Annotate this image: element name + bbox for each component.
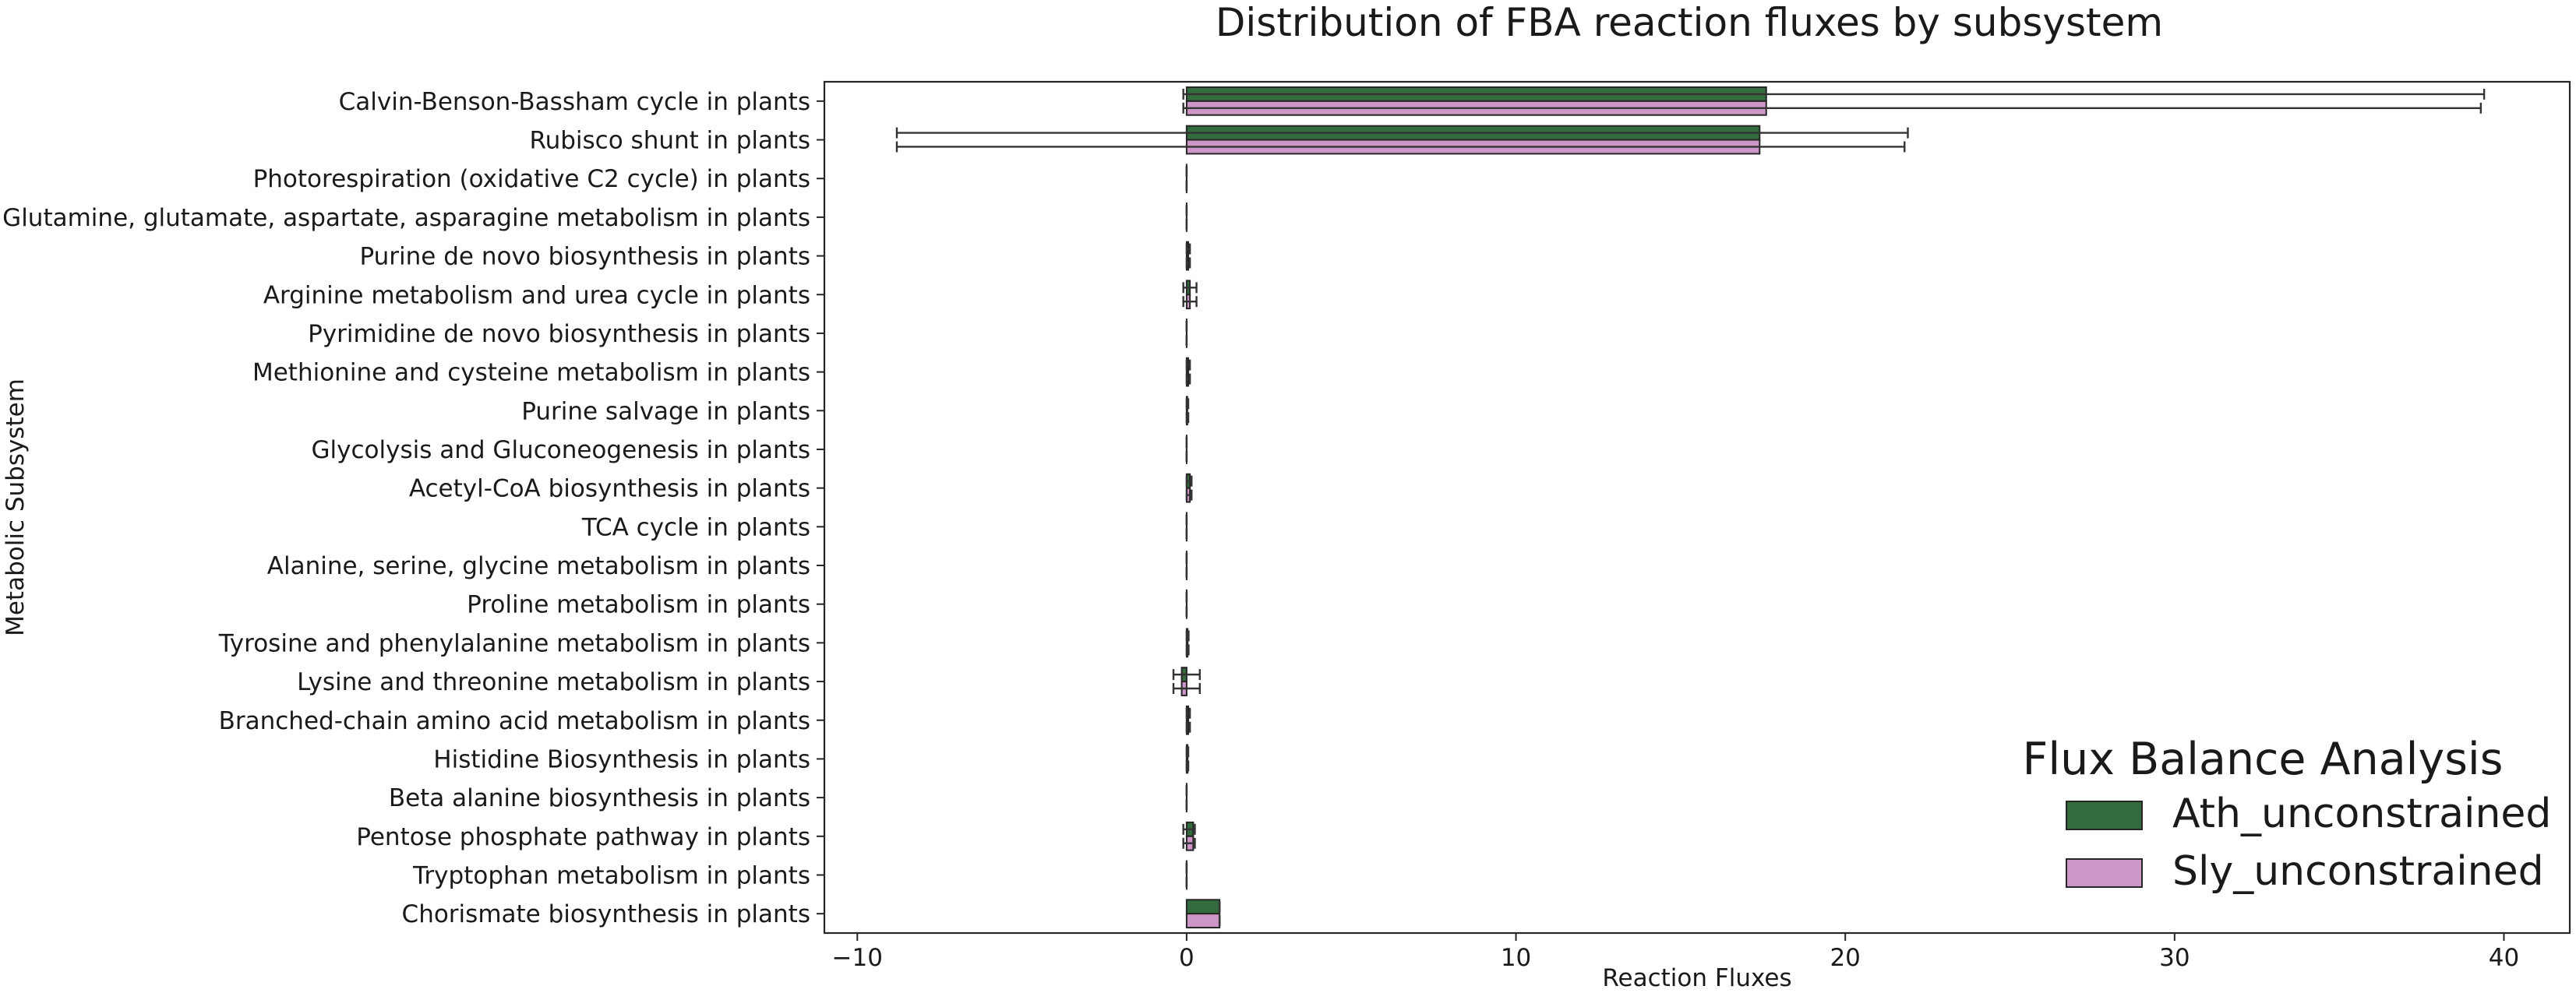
x-tick-label: −10 — [832, 944, 883, 972]
y-tick-label: Photorespiration (oxidative C2 cycle) in… — [253, 165, 810, 193]
y-tick-label: Arginine metabolism and urea cycle in pl… — [263, 281, 810, 309]
y-axis-title: Metabolic Subsystem — [2, 379, 30, 636]
bar-ath — [1185, 899, 1221, 915]
x-axis-title: Reaction Fluxes — [1602, 964, 1791, 992]
legend-swatch — [2066, 858, 2143, 888]
y-tick-label: Rubisco shunt in plants — [529, 127, 810, 155]
legend-title: Flux Balance Analysis — [2023, 734, 2504, 785]
y-tick-label: Tryptophan metabolism in plants — [412, 861, 810, 889]
y-tick-label: Lysine and threonine metabolism in plant… — [297, 668, 810, 696]
y-tick-label: Histidine Biosynthesis in plants — [433, 745, 810, 773]
y-tick-label: Glycolysis and Gluconeogenesis in plants — [312, 436, 810, 464]
x-tick-label: 40 — [2489, 944, 2519, 972]
y-tick-label: Pentose phosphate pathway in plants — [356, 823, 810, 851]
y-tick-label: Purine salvage in plants — [521, 397, 810, 425]
plot-area: −10 0 10 20 30 40 Calvin-Benson-Bassham cycle … — [2, 80, 2571, 972]
y-tick-label: TCA cycle in plants — [581, 513, 810, 541]
x-tick-label: 30 — [2159, 944, 2190, 972]
x-tick-label: 0 — [1179, 944, 1194, 972]
y-tick-label: Pyrimidine de novo biosynthesis in plant… — [308, 320, 810, 348]
x-tick-label: 10 — [1501, 944, 1531, 972]
y-tick-label: Acetyl-CoA biosynthesis in plants — [409, 475, 810, 503]
y-tick-label: Branched-chain amino acid metabolism in … — [219, 707, 810, 735]
y-tick-label: Glutamine, glutamate, aspartate, asparag… — [2, 204, 810, 232]
y-tick-label: Purine de novo biosynthesis in plants — [359, 243, 810, 271]
plot-frame — [823, 80, 2571, 935]
y-tick-label: Beta alanine biosynthesis in plants — [389, 784, 810, 812]
y-tick-label: Calvin-Benson-Bassham cycle in plants — [339, 88, 810, 116]
y-tick-label: Alanine, serine, glycine metabolism in p… — [267, 552, 810, 580]
legend-label: Ath_unconstrained — [2172, 791, 2551, 837]
bar-sly — [1185, 913, 1221, 929]
legend: Flux Balance Analysis Ath_unconstrained S… — [2023, 734, 2552, 895]
y-tick-label: Proline metabolism in plants — [467, 591, 810, 619]
y-tick-label: Methionine and cysteine metabolism in pl… — [252, 359, 810, 387]
legend-swatch — [2066, 801, 2143, 830]
chart-title: Distribution of FBA reaction fluxes by s… — [1216, 0, 2163, 45]
y-tick-label: Tyrosine and phenylalanine metabolism in… — [218, 629, 810, 657]
legend-label: Sly_unconstrained — [2172, 848, 2544, 895]
y-tick-label: Chorismate biosynthesis in plants — [402, 900, 810, 928]
x-tick-label: 20 — [1830, 944, 1860, 972]
